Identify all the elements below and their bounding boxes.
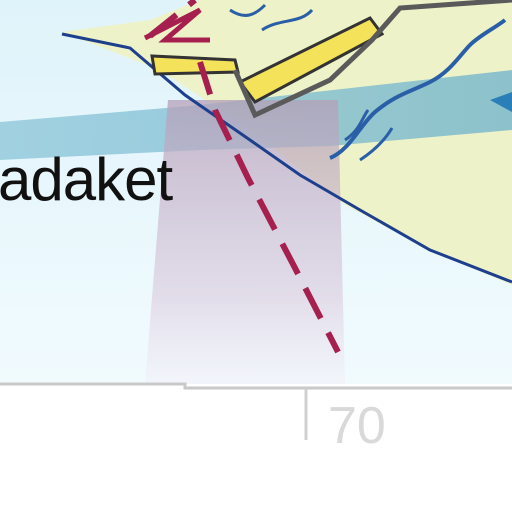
yellow-landmark xyxy=(237,16,385,104)
outline-road xyxy=(232,0,512,119)
river-sketch xyxy=(329,18,507,160)
place-name-label: adaket xyxy=(0,146,173,213)
route-corridor xyxy=(145,100,345,384)
scale-axis xyxy=(0,382,512,390)
scale-tick-label: 70 xyxy=(328,397,386,455)
yellow-landmark-2 xyxy=(150,54,240,76)
river-sketch-2 xyxy=(344,109,394,162)
river-sketch-3 xyxy=(229,3,314,32)
route-zigzag xyxy=(143,7,210,43)
shoreline-outline xyxy=(61,32,512,284)
water-arrow xyxy=(490,92,512,112)
